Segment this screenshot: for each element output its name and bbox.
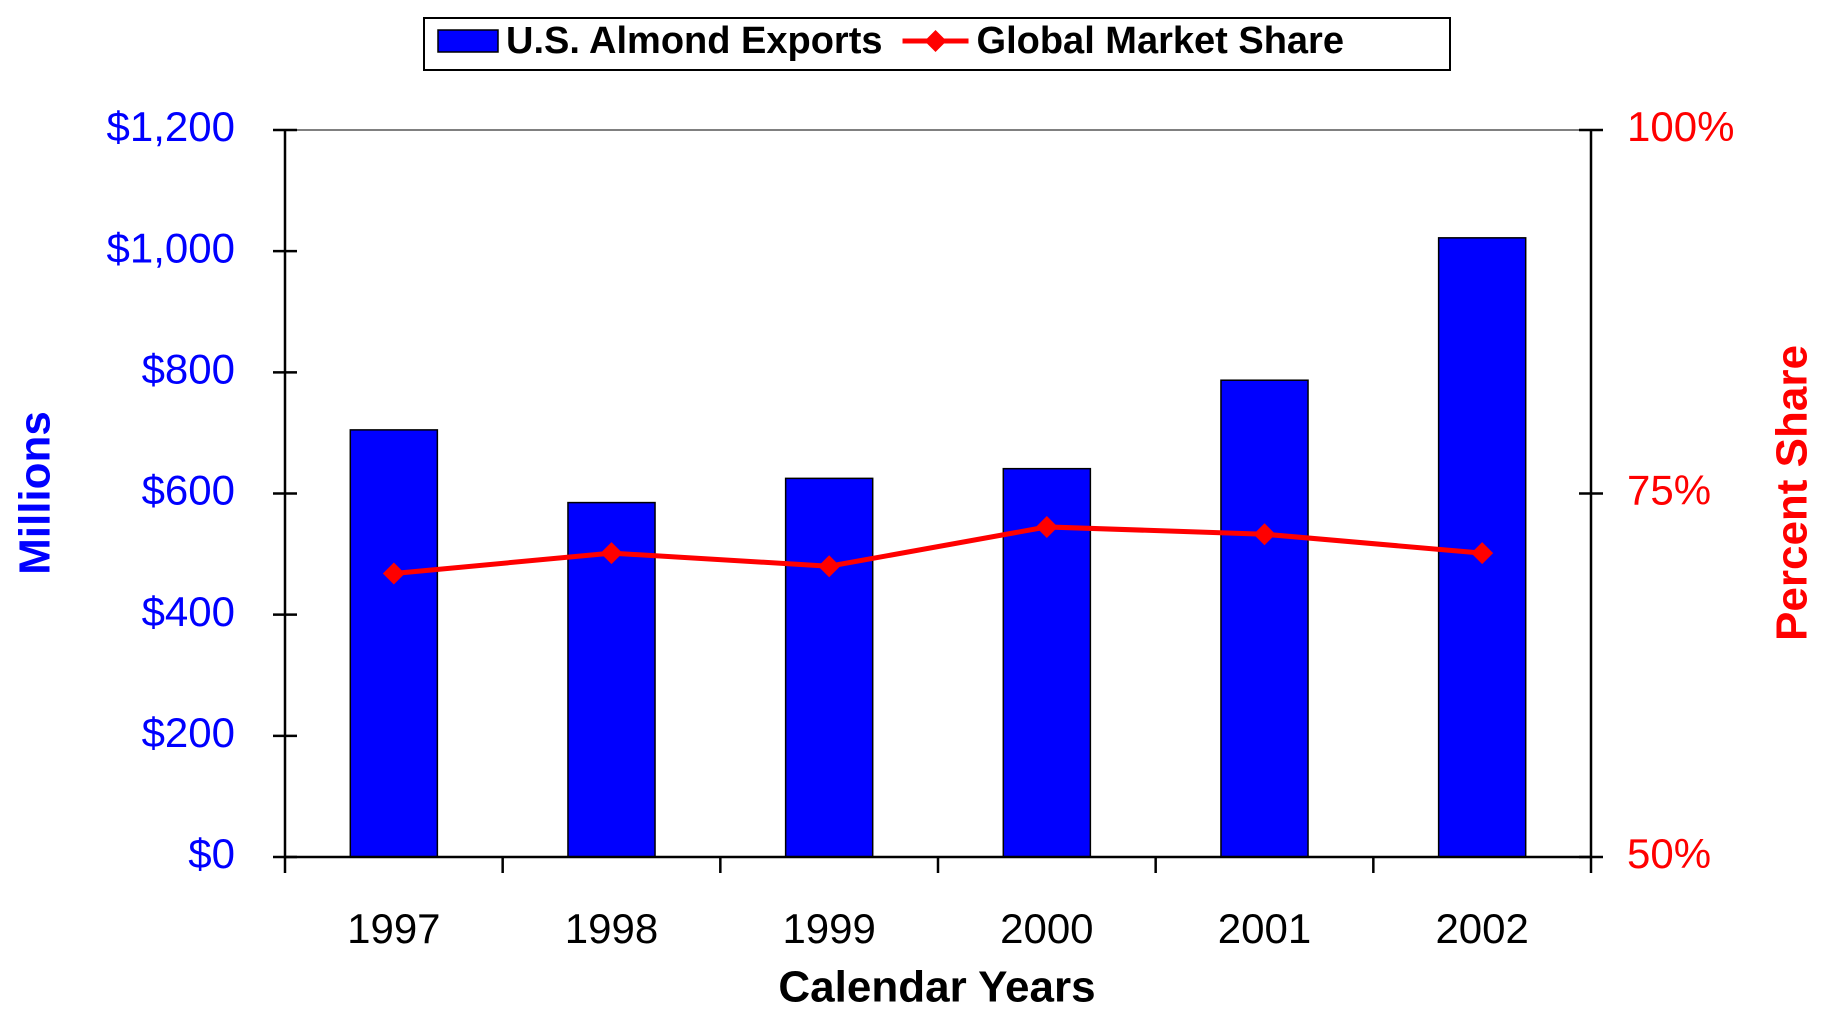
y2-tick-label: 75% (1627, 467, 1711, 514)
marker (600, 542, 623, 565)
bar (1220, 379, 1309, 858)
y-axis-title: Millions (11, 411, 60, 575)
legend-marker (924, 30, 947, 52)
y2-axis-title: Percent Share (1768, 345, 1817, 641)
y-tick-label: $600 (142, 467, 235, 514)
marker (1253, 523, 1276, 546)
x-tick-label: 1999 (782, 905, 875, 952)
marker (382, 562, 405, 585)
marker (818, 555, 841, 578)
line (393, 524, 1483, 576)
bar (784, 477, 874, 858)
x-tick-label: 1997 (347, 905, 440, 952)
x-tick-label: 2000 (1000, 905, 1093, 952)
x-tick-label: 2002 (1435, 905, 1528, 952)
y-tick-label: $1,200 (107, 103, 235, 150)
y-tick-label: $200 (142, 709, 235, 756)
x-tick-label: 1998 (565, 905, 658, 952)
y-tick-label: $400 (142, 588, 235, 635)
marker (1035, 515, 1058, 538)
legend-swatch (437, 29, 499, 53)
y-tick-label: $0 (188, 830, 235, 877)
bar (349, 429, 439, 858)
y2-tick-label: 50% (1627, 830, 1711, 877)
y-tick-label: $1,000 (107, 224, 235, 271)
marker (1471, 542, 1494, 565)
y2-tick-label: 100% (1627, 103, 1734, 150)
y-tick-label: $800 (142, 345, 235, 392)
x-axis-title: Calendar Years (778, 963, 1095, 1012)
legend-label: Global Market Share (977, 20, 1344, 62)
legend-label: U.S. Almond Exports (506, 20, 883, 62)
x-tick-label: 2001 (1218, 905, 1311, 952)
